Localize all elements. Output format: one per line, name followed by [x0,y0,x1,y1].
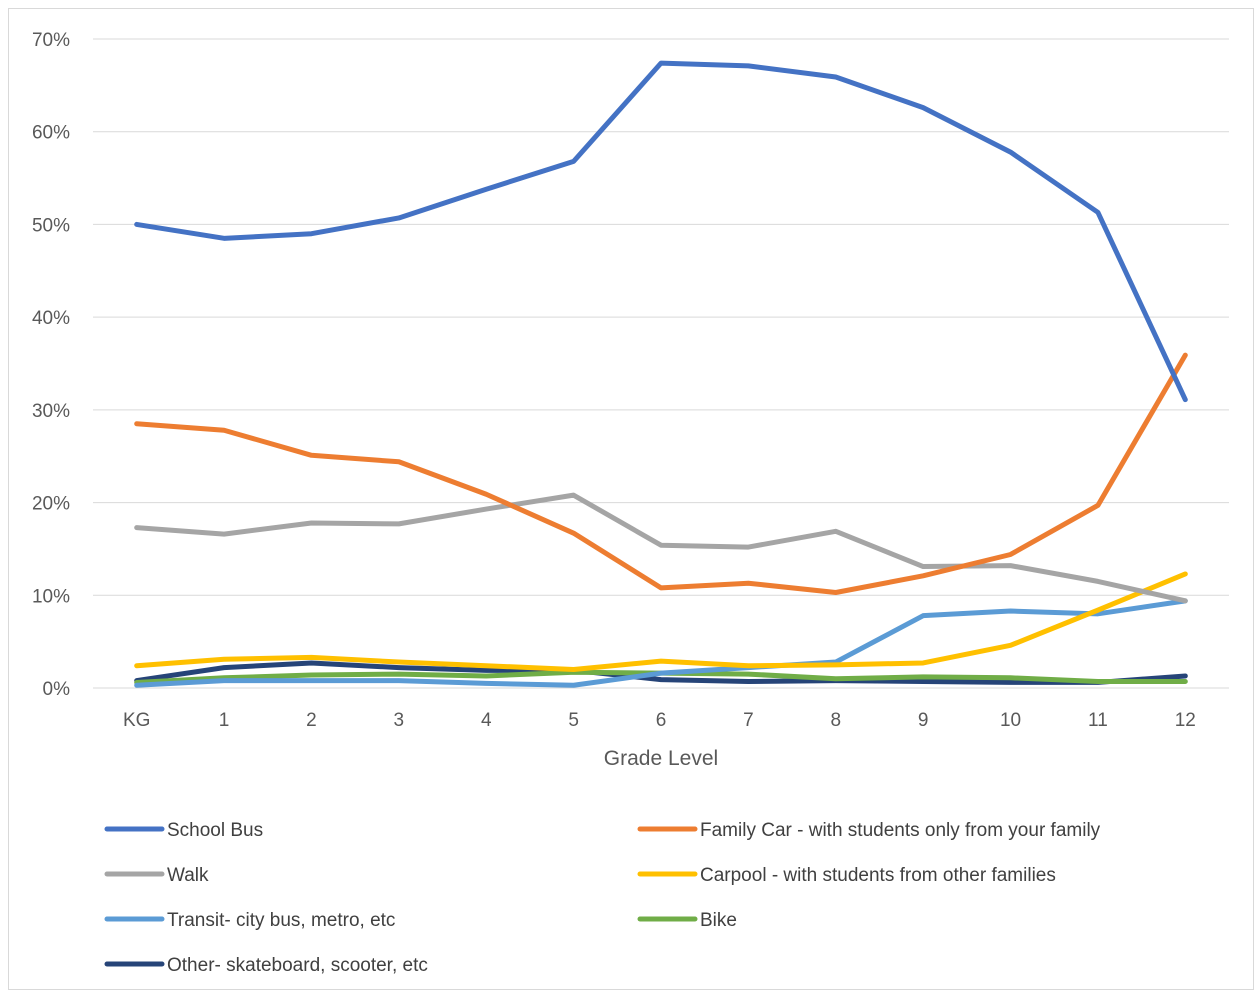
y-tick-label: 10% [32,586,70,607]
x-tick-label: 8 [830,710,841,731]
legend: School Bus Family Car - with students onl… [104,820,1101,976]
series-line [134,352,1188,596]
legend-label: Carpool - with students from other famil… [700,865,1056,886]
series-lines [134,60,1188,688]
series-line [134,660,1188,685]
legend-label: Bike [700,910,737,931]
y-tick-label: 20% [32,494,70,515]
series-line [134,598,1188,688]
x-tick-label: 10 [1000,710,1021,731]
series-line [134,492,1188,604]
y-axis-ticks: 0% 10% 20% 30% 40% 50% 60% 70% [32,30,70,700]
x-tick-label: 2 [306,710,317,731]
x-tick-label: 9 [918,710,929,731]
legend-label: Transit- city bus, metro, etc [167,910,395,931]
x-tick-label: 11 [1088,710,1108,731]
x-tick-label: 6 [656,710,667,731]
y-tick-label: 0% [43,679,71,700]
x-tick-label: 7 [743,710,754,731]
y-tick-label: 70% [32,30,70,51]
series-line [134,60,1188,403]
gridlines [93,38,1229,689]
x-tick-label: 4 [481,710,492,731]
y-tick-label: 50% [32,215,70,236]
series-line [134,571,1188,672]
y-tick-label: 60% [32,123,70,144]
legend-label: Other- skateboard, scooter, etc [167,955,428,976]
x-tick-label: 3 [394,710,405,731]
x-axis-title: Grade Level [604,747,718,770]
x-tick-label: 1 [219,710,230,731]
legend-label: Walk [167,865,209,886]
chart-frame [8,8,1254,990]
x-tick-label: KG [123,710,150,731]
legend-label: School Bus [167,820,263,841]
x-tick-label: 5 [568,710,579,731]
y-tick-label: 30% [32,401,70,422]
y-tick-label: 40% [32,308,70,329]
x-tick-label: 12 [1175,710,1196,731]
legend-label: Family Car - with students only from you… [700,820,1101,841]
x-axis-ticks: KG 1 2 3 4 5 6 7 8 9 10 11 12 [123,710,1196,731]
